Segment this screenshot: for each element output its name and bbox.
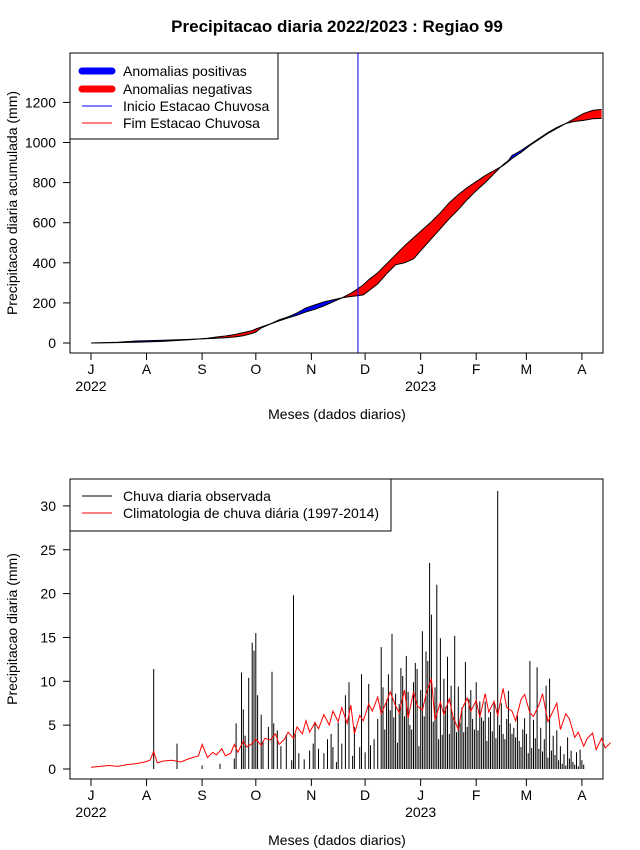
cumulative-y-axis-label: Precipitacao diaria acumulada (mm) — [4, 91, 20, 315]
cumulative-y-tick-label: 0 — [48, 335, 56, 351]
negative-anomaly-area — [341, 166, 501, 298]
cumulative-year-label: 2023 — [405, 378, 436, 394]
legend-negative-label: Anomalias negativas — [123, 81, 252, 97]
daily-y-tick-label: 5 — [48, 717, 56, 733]
cumulative-x-tick-label: D — [360, 361, 370, 377]
daily-y-tick-label: 20 — [40, 586, 56, 602]
daily-x-tick-label: N — [306, 787, 316, 803]
observed-accumulation-line — [90, 117, 602, 344]
cumulative-x-tick-label: J — [88, 361, 95, 377]
daily-rain-bars — [153, 491, 585, 769]
daily-x-tick-label: A — [142, 787, 152, 803]
daily-x-tick-label: J — [417, 787, 424, 803]
cumulative-legend-box — [69, 52, 279, 140]
daily-x-tick-label: A — [577, 787, 587, 803]
negative-anomaly-area — [565, 109, 602, 124]
legend-climatology-label: Climatologia de chuva diária (1997-2014) — [123, 505, 379, 521]
daily-panel: J A S O N D J F M A 2022 2023 0 5 10 15 20 25 30 Meses (da… — [4, 478, 611, 848]
cumulative-x-tick-label: N — [306, 361, 316, 377]
cumulative-x-tick-label: O — [250, 361, 261, 377]
cumulative-y-tick-label: 600 — [33, 215, 57, 231]
cumulative-x-tick-label: A — [142, 361, 152, 377]
daily-y-tick-label: 10 — [40, 673, 56, 689]
cumulative-y-tick-label: 200 — [33, 295, 57, 311]
legend-onset-label: Inicio Estacao Chuvosa — [123, 98, 270, 114]
daily-year-label: 2023 — [405, 804, 436, 820]
daily-x-tick-label: O — [250, 787, 261, 803]
daily-x-tick-label: S — [197, 787, 206, 803]
climatology-accumulation-line — [90, 108, 602, 344]
cumulative-y-tick-label: 1200 — [25, 94, 56, 110]
daily-x-axis-label: Meses (dados diarios) — [268, 832, 406, 848]
cumulative-x-tick-label: A — [577, 361, 587, 377]
cumulative-y-tick-label: 800 — [33, 175, 57, 191]
daily-x-tick-label: D — [360, 787, 370, 803]
anomaly-fills — [91, 109, 602, 343]
daily-x-tick-label: M — [521, 787, 533, 803]
daily-y-tick-label: 25 — [40, 542, 56, 558]
daily-y-axis-label: Precipitacao diaria (mm) — [4, 553, 20, 705]
cumulative-x-axis-label: Meses (dados diarios) — [268, 406, 406, 422]
cumulative-year-label: 2022 — [75, 378, 106, 394]
daily-x-tick-label: J — [88, 787, 95, 803]
daily-y-tick-label: 15 — [40, 629, 56, 645]
daily-year-label: 2022 — [75, 804, 106, 820]
cumulative-y-tick-label: 1000 — [25, 135, 56, 151]
legend-end-label: Fim Estacao Chuvosa — [123, 115, 260, 131]
legend-observed-label: Chuva diaria observada — [123, 488, 271, 504]
cumulative-y-tick-label: 400 — [33, 255, 57, 271]
cumulative-x-tick-label: M — [521, 361, 533, 377]
legend-positive-label: Anomalias positivas — [123, 63, 247, 79]
daily-y-tick-label: 30 — [40, 498, 56, 514]
cumulative-legend: Anomalias positivas Anomalias negativas … — [69, 52, 279, 140]
chart-title: Precipitacao diaria 2022/2023 : Regiao 9… — [171, 17, 503, 36]
cumulative-x-tick-label: J — [417, 361, 424, 377]
cumulative-x-tick-label: S — [197, 361, 206, 377]
cumulative-x-tick-label: F — [472, 361, 481, 377]
daily-legend-box — [69, 478, 392, 532]
cumulative-axes: J A S O N D J F M A 2022 2023 0 200 400 600 800 1000 1200 — [25, 94, 587, 394]
daily-x-tick-label: F — [472, 787, 481, 803]
climatology-line-group — [90, 678, 611, 768]
daily-climatology-line — [90, 678, 611, 768]
daily-y-tick-label: 0 — [48, 761, 56, 777]
daily-axes: J A S O N D J F M A 2022 2023 0 5 10 15 20 25 30 — [40, 498, 587, 820]
accumulation-lines — [90, 53, 602, 353]
daily-legend: Chuva diaria observada Climatologia de c… — [69, 478, 392, 532]
